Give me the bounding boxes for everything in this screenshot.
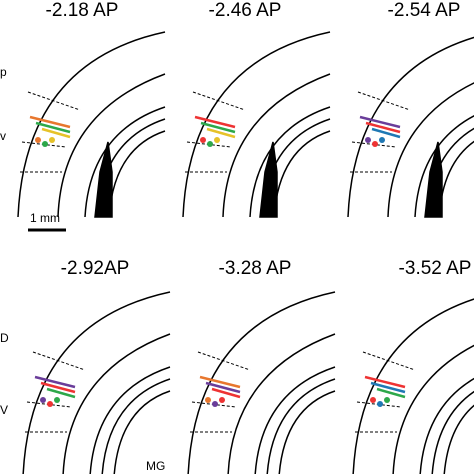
hippocampus-line (273, 130, 331, 218)
panel-title: -2.54 AP (388, 0, 461, 21)
recording-site (212, 401, 218, 407)
electrode-track (359, 115, 401, 129)
layer-boundary (27, 91, 81, 111)
recording-site (200, 137, 206, 143)
recording-site (377, 401, 383, 407)
electrode-track (205, 381, 241, 394)
recording-site (205, 397, 211, 403)
ventricle (94, 141, 113, 218)
electrode-track (199, 375, 241, 389)
layer-boundary (357, 91, 411, 111)
electrode-track (206, 127, 236, 139)
outline (57, 73, 166, 218)
recording-site (49, 137, 55, 143)
outline (392, 344, 474, 474)
ventricle (259, 141, 278, 218)
hippocampus-line (278, 390, 336, 474)
electrode-track (40, 381, 76, 394)
hippocampus-line (266, 378, 336, 474)
hippocampus-line (108, 130, 166, 218)
hippocampus-line (89, 366, 171, 474)
outline (187, 291, 336, 474)
recording-site (365, 137, 371, 143)
outline (17, 31, 166, 218)
hippocampus-line (431, 390, 474, 474)
electrode-track (211, 387, 241, 399)
electrode-track (194, 115, 236, 129)
recording-site (370, 397, 376, 403)
recording-site (47, 401, 53, 407)
layer-boundary (362, 351, 416, 371)
hippocampus-line (414, 115, 474, 218)
electrode-track (29, 115, 71, 129)
electrode-track (46, 387, 76, 399)
recording-site (40, 397, 46, 403)
recording-site (42, 141, 48, 147)
electrode-track (35, 121, 71, 134)
recording-site (379, 137, 385, 143)
recording-site (214, 137, 220, 143)
outline (62, 333, 171, 474)
hippocampus-line (438, 140, 474, 218)
layer-boundary (197, 351, 251, 371)
panel-title: -2.46 AP (209, 0, 282, 21)
scale-label: 1 mm (30, 211, 60, 225)
region-label: MG (146, 459, 165, 473)
electrode-track (200, 121, 236, 134)
layer-boundary (32, 351, 86, 371)
hippocampus-line (419, 377, 474, 474)
hippocampus-line (254, 366, 336, 474)
side-label: V (0, 403, 8, 417)
hippocampus-line (443, 404, 474, 474)
electrode-track (34, 375, 76, 389)
outline (22, 291, 171, 474)
side-label: p (0, 65, 7, 79)
electrode-track (370, 381, 406, 394)
electrode-track (365, 121, 401, 134)
outline (182, 31, 331, 218)
layer-boundary (192, 91, 246, 111)
outline (387, 82, 474, 218)
recording-site (219, 397, 225, 403)
panel-title: -3.28 AP (219, 258, 292, 279)
outline (352, 298, 474, 474)
side-label: v (0, 129, 6, 143)
outline (227, 333, 336, 474)
panel-title: -3.52 AP (399, 258, 472, 279)
recording-site (372, 141, 378, 147)
outline (347, 36, 474, 218)
outline (222, 73, 331, 218)
electrode-track (41, 127, 71, 139)
recording-site (207, 141, 213, 147)
electrode-track (364, 375, 406, 389)
hippocampus-line (101, 378, 171, 474)
recording-site (54, 397, 60, 403)
ventricle (424, 141, 443, 218)
electrode-track (376, 387, 406, 399)
panel-title: -2.92AP (61, 258, 130, 279)
recording-site (35, 137, 41, 143)
recording-site (384, 397, 390, 403)
electrode-track (371, 127, 401, 139)
hippocampus-line (113, 390, 171, 474)
side-label: D (0, 331, 9, 345)
panel-title: -2.18 AP (46, 0, 119, 21)
